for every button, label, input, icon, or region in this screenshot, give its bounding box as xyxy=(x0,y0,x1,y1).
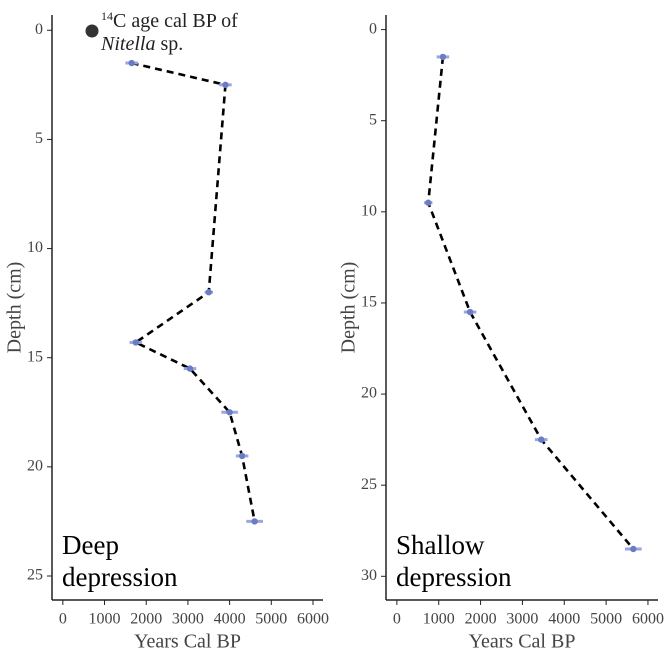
x-tick-label: 5000 xyxy=(590,611,622,628)
trend-line xyxy=(426,56,635,550)
point xyxy=(238,452,246,460)
point xyxy=(222,81,229,89)
y-tick-label: 5 xyxy=(35,130,43,147)
y-tick-label: 25 xyxy=(27,567,43,584)
x-tick-label: 6000 xyxy=(632,611,664,628)
x-tick-label: 3000 xyxy=(172,611,204,628)
y-tick-label: 25 xyxy=(361,476,377,493)
panel-label: Deep xyxy=(62,530,119,560)
point xyxy=(186,365,194,372)
y-axis-title: Depth (cm) xyxy=(4,262,26,354)
point xyxy=(205,289,212,296)
y-tick-label: 20 xyxy=(27,458,43,475)
x-tick-label: 4000 xyxy=(214,611,246,628)
x-tick-label: 0 xyxy=(59,611,67,628)
x-tick-label: 2000 xyxy=(465,611,497,628)
y-tick-label: 30 xyxy=(361,567,377,584)
legend-text: Nitella sp. xyxy=(100,33,183,55)
legend-text: 14C age cal BP of xyxy=(101,9,238,32)
panel-label: Shallow xyxy=(396,530,485,560)
x-tick-label: 6000 xyxy=(297,611,329,628)
point xyxy=(538,436,545,443)
point xyxy=(439,53,447,61)
y-tick-label: 15 xyxy=(27,348,43,365)
x-tick-label: 2000 xyxy=(130,611,162,628)
y-tick-label: 5 xyxy=(369,111,377,128)
point xyxy=(132,339,140,346)
legend-marker xyxy=(85,24,99,38)
point xyxy=(128,59,135,67)
legend-superscript: 14 xyxy=(101,9,113,23)
x-tick-label: 4000 xyxy=(548,611,580,628)
y-tick-label: 0 xyxy=(35,21,43,38)
point xyxy=(425,199,432,206)
point xyxy=(630,545,637,553)
x-tick-label: 1000 xyxy=(423,611,455,628)
x-tick-label: 5000 xyxy=(255,611,287,628)
panel-label: depression xyxy=(62,562,178,592)
trend-line xyxy=(131,61,256,522)
y-tick-label: 15 xyxy=(361,294,377,311)
point xyxy=(466,308,474,316)
y-tick-label: 10 xyxy=(27,239,43,256)
point xyxy=(251,518,258,525)
x-tick-label: 1000 xyxy=(89,611,121,628)
y-tick-label: 10 xyxy=(361,202,377,219)
y-tick-label: 0 xyxy=(369,20,377,37)
x-tick-label: 3000 xyxy=(506,611,538,628)
legend-text: sp. xyxy=(160,33,183,55)
legend-italic: Nitella xyxy=(100,33,155,55)
x-tick-label: 0 xyxy=(393,611,401,628)
y-tick-label: 20 xyxy=(361,385,377,402)
panel-label: depression xyxy=(396,562,512,592)
y-axis-title: Depth (cm) xyxy=(338,262,360,354)
x-axis-title: Years Cal BP xyxy=(469,631,576,653)
point xyxy=(226,409,233,416)
x-axis-title: Years Cal BP xyxy=(134,631,241,653)
legend-text: C age cal BP of xyxy=(113,10,238,32)
